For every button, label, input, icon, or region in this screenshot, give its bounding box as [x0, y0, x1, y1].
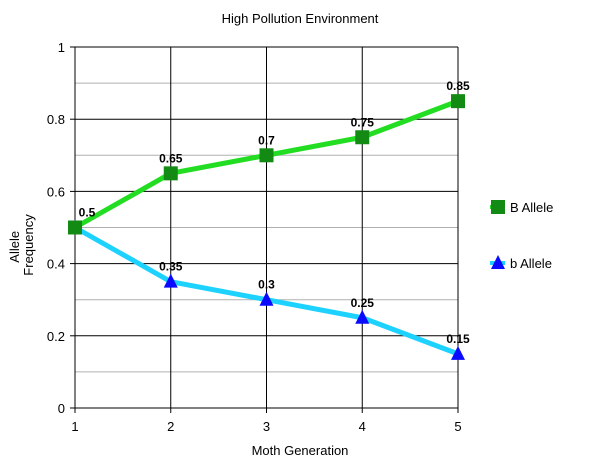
x-tick-label: 5 — [454, 419, 461, 434]
legend: B Allele b Allele — [490, 200, 553, 271]
y-axis-label-line-1: Allele — [7, 231, 22, 263]
data-label: 0.75 — [351, 115, 375, 129]
data-point-b-allele — [163, 273, 178, 288]
data-point-B-allele — [259, 148, 274, 163]
legend-marker-b-allele — [491, 255, 505, 269]
y-tick-label: 0 — [58, 401, 65, 416]
x-tick-label: 1 — [71, 419, 78, 434]
data-labels: 0.5 0.65 0.7 0.75 0.85 0.35 0.3 0.25 0.15 — [79, 79, 470, 346]
y-tick-label: 0.4 — [47, 257, 65, 272]
data-label: 0.7 — [258, 133, 275, 147]
data-label: 0.65 — [159, 151, 183, 165]
data-label: 0.35 — [159, 260, 183, 274]
data-label: 0.25 — [351, 296, 375, 310]
y-axis-label-line-2: Frequency — [21, 214, 36, 276]
data-point-B-allele — [355, 130, 370, 145]
y-axis-label: Allele Frequency — [7, 214, 36, 276]
data-label: 0.85 — [446, 79, 470, 93]
x-tick-label: 4 — [359, 419, 366, 434]
axes — [70, 46, 459, 413]
y-tick-label: 1 — [58, 40, 65, 55]
legend-label-B-allele: B Allele — [510, 200, 553, 215]
data-point-B-allele — [163, 166, 178, 181]
legend-label-b-allele: b Allele — [510, 256, 552, 271]
data-point-b-allele — [259, 291, 274, 306]
data-point-B-allele — [68, 220, 82, 235]
tick-labels: 0 0.2 0.4 0.6 0.8 1 1 2 3 4 5 — [47, 40, 462, 434]
data-label: 0.15 — [446, 332, 470, 346]
y-tick-label: 0.8 — [47, 112, 65, 127]
grid — [74, 46, 459, 409]
data-point-B-allele — [451, 94, 465, 109]
data-point-b-allele — [451, 345, 465, 360]
series — [68, 94, 465, 360]
x-tick-label: 2 — [167, 419, 174, 434]
data-label: 0.5 — [79, 206, 96, 220]
y-tick-label: 0.6 — [47, 184, 65, 199]
x-tick-label: 3 — [263, 419, 270, 434]
chart-title: High Pollution Environment — [222, 11, 379, 26]
data-label: 0.3 — [258, 278, 275, 292]
y-tick-label: 0.2 — [47, 329, 65, 344]
legend-marker-B-allele — [491, 200, 505, 214]
data-point-b-allele — [355, 309, 370, 324]
x-axis-label: Moth Generation — [252, 443, 349, 458]
